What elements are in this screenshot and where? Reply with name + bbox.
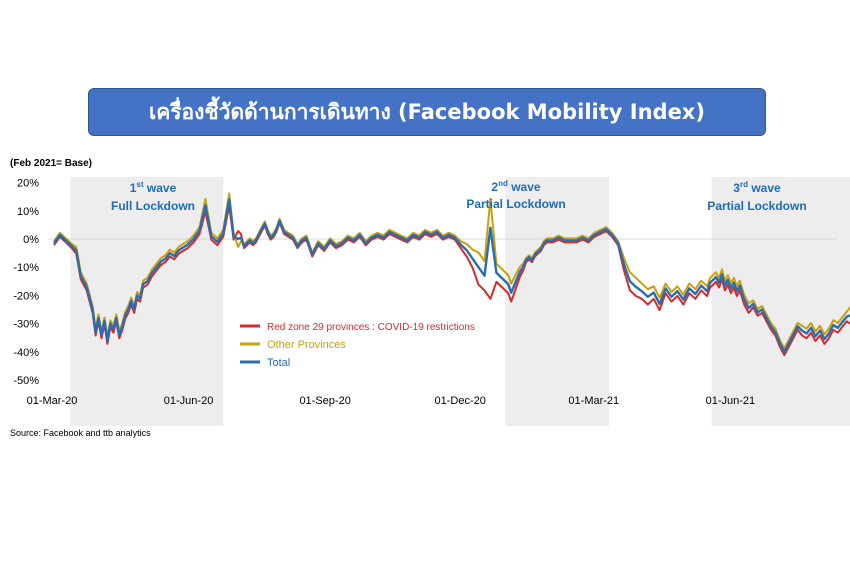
y-tick-label: -50% xyxy=(13,375,39,387)
x-ticks: 01-Mar-20 01-Jun-20 01-Sep-20 01-Dec-20 01-M… xyxy=(27,395,756,407)
x-tick-label: 01-Sep-20 xyxy=(299,395,350,407)
legend: Red zone 29 provinces : COVID-19 restric… xyxy=(240,322,475,369)
series-line-red-zone xyxy=(53,204,850,357)
x-tick-label: 01-Mar-21 xyxy=(568,395,619,407)
series-line-other-provinces xyxy=(53,192,850,350)
shaded-period-2 xyxy=(505,177,610,426)
wave-3-ordinal: 3 xyxy=(733,181,740,195)
wave-1-sub: Full Lockdown xyxy=(111,199,195,213)
wave-2-ordinal: 2 xyxy=(491,180,498,194)
legend-label-total: Total xyxy=(267,357,290,369)
wave-label-2: 2nd wave Partial Lockdown xyxy=(466,179,565,211)
legend-item-total: Total xyxy=(240,357,290,369)
wave-2-sup: nd xyxy=(498,179,508,188)
series-lines xyxy=(53,192,850,357)
svg-text:3rd wave: 3rd wave xyxy=(733,180,781,195)
legend-item-red: Red zone 29 provinces : COVID-19 restric… xyxy=(240,322,475,333)
source-note: Source: Facebook and ttb analytics xyxy=(10,428,151,438)
x-tick-label: 01-Jun-20 xyxy=(164,395,214,407)
wave-3-sup: rd xyxy=(740,180,748,189)
shaded-period-1 xyxy=(70,177,224,426)
wave-1-word: wave xyxy=(144,181,177,195)
wave-1-ordinal: 1 xyxy=(130,181,137,195)
y-tick-label: -30% xyxy=(13,319,39,331)
svg-text:1st wave: 1st wave xyxy=(130,180,177,195)
wave-3-sub: Partial Lockdown xyxy=(707,199,806,213)
y-tick-label: 10% xyxy=(17,206,39,218)
wave-2-word: wave xyxy=(508,180,541,194)
y-tick-label: -40% xyxy=(13,347,39,359)
y-tick-label: 20% xyxy=(17,178,39,190)
legend-label-other: Other Provinces xyxy=(267,339,346,351)
legend-item-other: Other Provinces xyxy=(240,339,346,351)
x-tick-label: 01-Dec-20 xyxy=(435,395,486,407)
y-tick-label: 0% xyxy=(23,234,39,246)
legend-label-red: Red zone 29 provinces : COVID-19 restric… xyxy=(267,322,475,333)
x-tick-label: 01-Mar-20 xyxy=(27,395,78,407)
x-tick-label: 01-Jun-21 xyxy=(706,395,756,407)
title-banner: เครื่องชี้วัดด้านการเดินทาง (Facebook Mo… xyxy=(88,88,766,136)
shaded-period-3 xyxy=(711,177,850,426)
wave-1-sup: st xyxy=(136,180,143,189)
chart-title: เครื่องชี้วัดด้านการเดินทาง (Facebook Mo… xyxy=(149,99,705,124)
wave-label-3: 3rd wave Partial Lockdown xyxy=(707,180,806,213)
series-line-total xyxy=(53,198,850,353)
svg-text:2nd wave: 2nd wave xyxy=(491,179,540,194)
y-tick-label: -20% xyxy=(13,290,39,302)
y-tick-label: -10% xyxy=(13,262,39,274)
wave-3-word: wave xyxy=(748,181,781,195)
wave-2-sub: Partial Lockdown xyxy=(466,197,565,211)
shaded-periods xyxy=(70,177,850,426)
wave-label-1: 1st wave Full Lockdown xyxy=(111,180,195,213)
base-note: (Feb 2021= Base) xyxy=(10,158,92,169)
y-ticks: 20% 10% 0% -10% -20% -30% -40% -50% xyxy=(13,178,39,387)
